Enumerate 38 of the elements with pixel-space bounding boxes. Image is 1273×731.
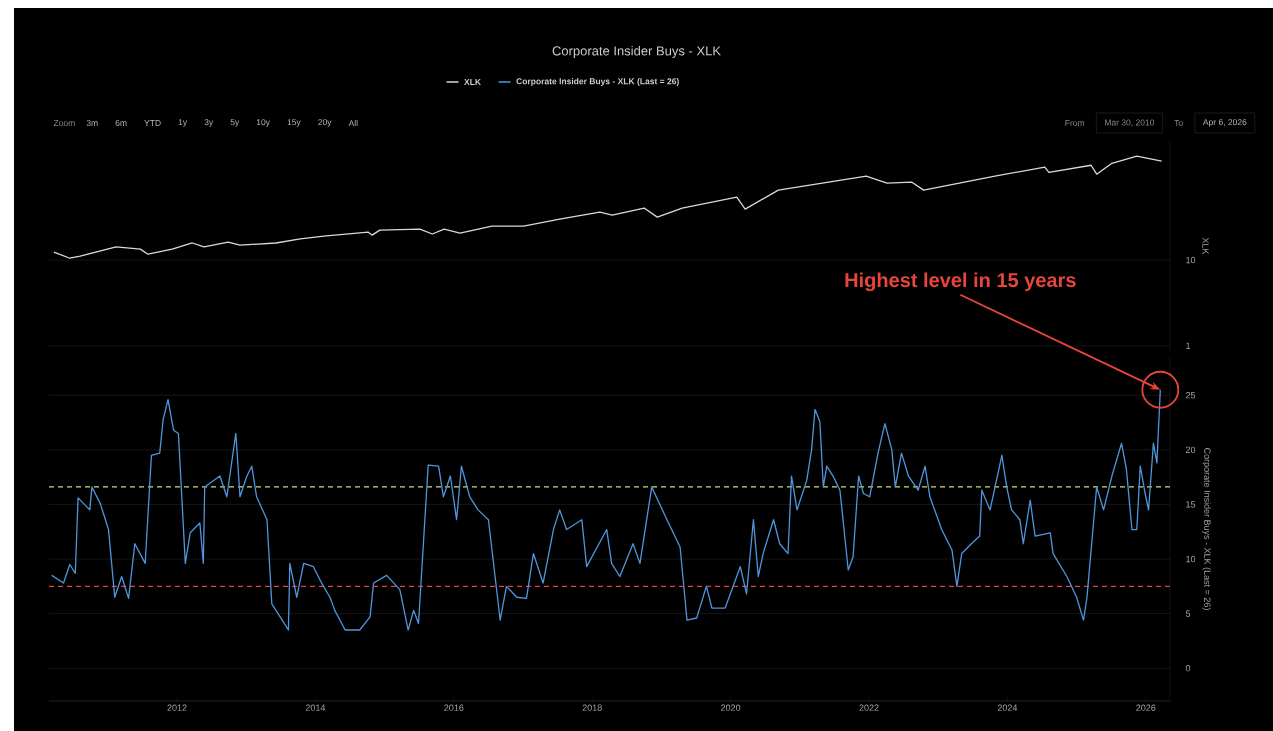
text: YTD <box>144 120 161 126</box>
text: 1y <box>178 119 188 127</box>
text: Zoom <box>53 120 75 126</box>
text: To <box>1174 120 1183 126</box>
x-tick-label: 2014 <box>305 704 326 711</box>
text: Mar 30, 2010 <box>1105 119 1155 127</box>
y-tick-label: 15 <box>1186 501 1196 508</box>
y-axis-title: Corporate Insider Buys - XLK (Last = 26) <box>1202 448 1211 610</box>
y-tick-label: 5 <box>1185 610 1191 617</box>
y-tick-label: 1 <box>1186 342 1191 350</box>
y-axis-title: XLK <box>1202 237 1209 255</box>
text: 15y <box>287 119 301 127</box>
annotation: Highest level in 15 years <box>845 272 1076 292</box>
text: All <box>348 119 358 127</box>
y-tick-label: 10 <box>1186 256 1196 264</box>
text: 10y <box>256 119 270 127</box>
text: From <box>1065 120 1085 126</box>
line-series <box>53 155 1163 259</box>
x-tick-label: 2024 <box>997 704 1018 711</box>
chart-title: Corporate Insider Buys - XLK <box>552 45 721 59</box>
y-tick-label: 20 <box>1186 446 1196 454</box>
x-tick-label: 2026 <box>1136 704 1156 711</box>
y-tick-label: 0 <box>1185 665 1191 672</box>
text: 3y <box>204 119 214 127</box>
y-tick-label: 25 <box>1186 392 1196 399</box>
text: 20y <box>318 119 332 127</box>
y-tick-label: 10 <box>1186 555 1196 563</box>
x-tick-label: 2016 <box>444 704 464 711</box>
x-tick-label: 2012 <box>167 704 187 711</box>
legend-label: XLK <box>464 79 481 85</box>
legend-label: Corporate Insider Buys - XLK (Last = 26) <box>516 78 679 86</box>
text: 6m <box>115 119 127 126</box>
x-tick-label: 2022 <box>859 704 879 711</box>
x-tick-label: 2020 <box>721 704 741 711</box>
text: 5y <box>230 119 240 127</box>
x-tick-label: 2018 <box>582 704 602 711</box>
text: Apr 6, 2026 <box>1202 119 1247 127</box>
text: 3m <box>86 119 98 126</box>
